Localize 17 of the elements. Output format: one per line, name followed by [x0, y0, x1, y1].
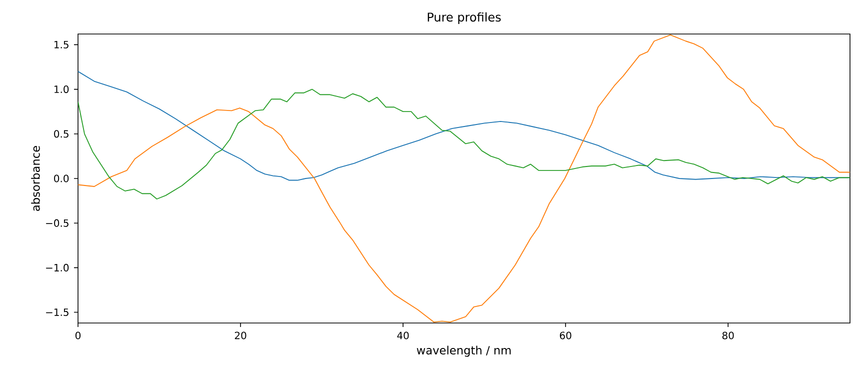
x-axis-title: wavelength / nm: [416, 346, 511, 357]
y-tick-label: −1.0: [46, 264, 69, 272]
y-tick-label: 0.0: [54, 174, 69, 182]
y-tick-label: −0.5: [46, 219, 68, 227]
x-tick-label: 40: [397, 332, 409, 340]
line-series: [78, 34, 850, 323]
y-tick-label: 0.5: [54, 130, 68, 138]
x-tick-label: 20: [234, 332, 246, 340]
x-tick-label: 60: [560, 332, 572, 340]
y-tick-label: −1.5: [46, 308, 68, 316]
x-tick-label: 80: [722, 332, 734, 340]
line-series: [78, 88, 850, 200]
x-tick-label: 0: [76, 332, 81, 340]
chart-title: Pure profiles: [428, 12, 501, 24]
y-tick-label: 1.5: [54, 40, 68, 48]
y-tick-label: 1.0: [54, 86, 69, 94]
y-axis-title: absorbance: [31, 146, 40, 211]
